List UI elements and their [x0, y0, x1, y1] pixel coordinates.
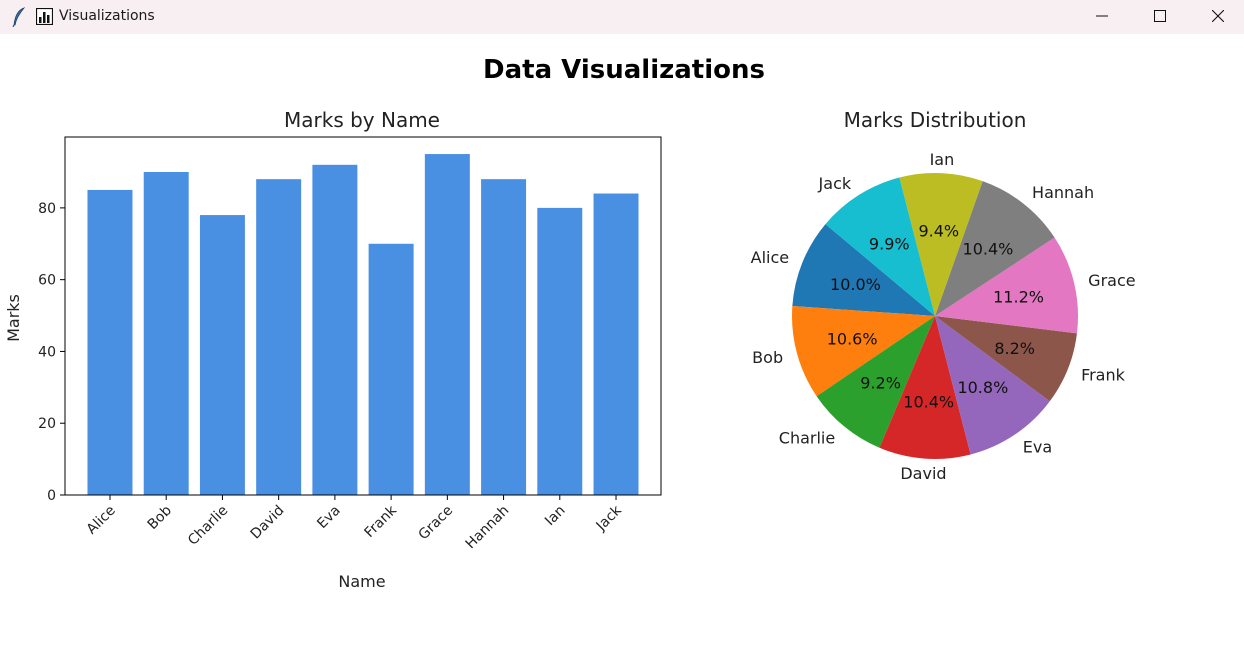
bar-alice	[87, 189, 133, 495]
bar-chart-title: Marks by Name	[284, 108, 440, 132]
figure-suptitle: Data Visualizations	[483, 55, 765, 85]
x-tick-label: Alice	[84, 503, 119, 538]
pie-label-charlie: Charlie	[779, 429, 835, 448]
bar-hannah	[481, 179, 527, 496]
pie-label-alice: Alice	[751, 248, 789, 267]
y-tick-label: 60	[38, 273, 56, 289]
pie-slice-bob	[792, 306, 935, 397]
figure-canvas: Data Visualizations Marks by Name 0 20 40 6…	[0, 34, 1244, 659]
bar-y-axis: 0 20 40 60 80	[38, 201, 65, 504]
pie-percent-hannah: 10.4%	[963, 239, 1014, 258]
pie-label-frank: Frank	[1081, 365, 1126, 384]
bar-y-label: Marks	[4, 294, 23, 342]
y-tick-label: 20	[38, 416, 56, 432]
pie-percent-jack: 9.9%	[869, 234, 910, 253]
feather-icon	[12, 7, 26, 27]
pie-chart-title: Marks Distribution	[844, 108, 1027, 132]
title-bar[interactable]: Visualizations	[0, 0, 1244, 34]
x-tick-label: Eva	[314, 503, 343, 532]
x-tick-label: Bob	[145, 502, 176, 533]
x-tick-label: Charlie	[185, 503, 231, 549]
bar-series	[87, 154, 639, 496]
pie-percent-grace: 11.2%	[993, 287, 1044, 306]
bar-bob	[143, 171, 189, 495]
x-tick-label: Jack	[593, 502, 626, 535]
bar-chart: Marks by Name 0 20 40 60 80 Alice Bob Charlie D…	[4, 108, 662, 591]
pie-percent-frank: 8.2%	[994, 339, 1035, 358]
pie-percent-eva: 10.8%	[957, 378, 1008, 397]
pie-slice-david	[879, 316, 971, 460]
pie-label-grace: Grace	[1088, 271, 1135, 290]
pie-label-jack: Jack	[818, 174, 852, 193]
minimize-icon	[1096, 15, 1108, 17]
y-tick-label: 40	[38, 344, 56, 360]
pie-slice-frank	[935, 316, 1077, 402]
pie-chart: Marks Distribution Alice 10.0% Bob 10.6% Cha…	[751, 108, 1136, 483]
pie-label-eva: Eva	[1023, 438, 1052, 457]
maximize-button[interactable]	[1131, 0, 1189, 32]
close-button[interactable]	[1189, 0, 1244, 32]
pie-slice-ian	[899, 173, 983, 316]
x-tick-label: Hannah	[463, 503, 513, 553]
maximize-icon	[1154, 10, 1166, 22]
pie-slice-hannah	[935, 181, 1055, 316]
pie-slice-charlie	[816, 316, 935, 448]
bar-chart-icon	[36, 8, 53, 25]
pie-wedges	[792, 173, 1078, 460]
bar-ian	[537, 207, 583, 495]
bar-david	[256, 179, 302, 496]
pie-label-david: David	[900, 464, 946, 483]
pie-slice-alice	[792, 224, 935, 316]
pie-percent-ian: 9.4%	[918, 221, 959, 240]
bar-x-axis: Alice Bob Charlie David Eva Frank Grace Hannah I…	[84, 495, 626, 553]
bar-charlie	[199, 215, 245, 495]
x-tick-label: David	[248, 503, 288, 543]
pie-label-hannah: Hannah	[1032, 183, 1094, 202]
minimize-button[interactable]	[1073, 0, 1131, 32]
pie-labels: Alice 10.0% Bob 10.6% Charlie 9.2% David 10.4% E…	[751, 150, 1136, 483]
pie-percent-david: 10.4%	[903, 393, 954, 412]
y-tick-label: 0	[47, 488, 56, 504]
window-title: Visualizations	[59, 8, 155, 24]
bar-eva	[312, 164, 358, 496]
pie-label-bob: Bob	[752, 348, 783, 367]
pie-label-ian: Ian	[930, 150, 955, 169]
pie-percent-alice: 10.0%	[830, 275, 881, 294]
pie-slice-eva	[935, 316, 1050, 455]
bar-jack	[593, 193, 639, 496]
x-tick-label: Grace	[416, 503, 457, 544]
close-icon	[1212, 10, 1224, 22]
x-tick-label: Frank	[362, 502, 401, 541]
pie-percent-charlie: 9.2%	[860, 373, 901, 392]
figure-svg: Data Visualizations Marks by Name 0 20 40 6…	[4, 55, 1136, 591]
y-tick-label: 80	[38, 201, 56, 217]
x-tick-label: Ian	[542, 503, 569, 530]
pie-slice-grace	[935, 237, 1078, 334]
bar-x-label: Name	[338, 572, 385, 591]
bar-frank	[368, 243, 414, 495]
pie-slice-jack	[825, 177, 935, 316]
bar-grace	[424, 154, 470, 496]
pie-percent-bob: 10.6%	[827, 329, 878, 348]
bar-plot-frame	[64, 136, 662, 496]
